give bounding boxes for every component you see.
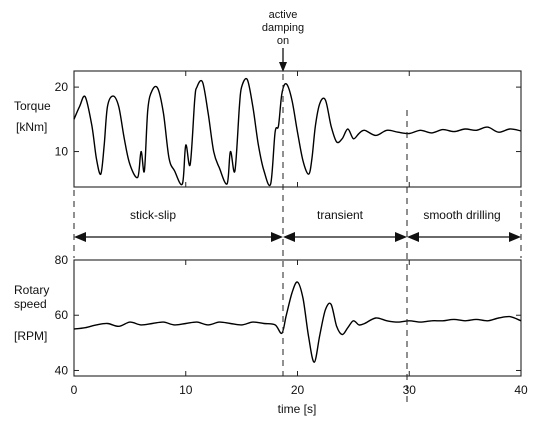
- phase-arrows: stick-slip transient smooth drilling: [74, 208, 521, 242]
- damping-annotation: active damping on: [262, 9, 304, 72]
- speed-ylabel-line1: Rotary: [14, 283, 49, 297]
- annotation-line3: on: [277, 35, 289, 47]
- x-axis-label: time [s]: [278, 402, 317, 416]
- torque-ylabel-line1: Torque: [14, 99, 51, 113]
- torque-panel: 10 20 Torque [kNm]: [14, 70, 522, 188]
- arrowhead: [271, 232, 283, 242]
- xtick-label: 40: [514, 383, 528, 397]
- annotation-line2: damping: [262, 22, 304, 34]
- annotation-arrowhead: [279, 62, 287, 72]
- speed-ytick-label: 80: [55, 253, 69, 267]
- phase-label-smooth-drilling: smooth drilling: [423, 208, 500, 222]
- phase-boundaries: [73, 74, 522, 405]
- torque-ytick-label: 10: [55, 145, 69, 159]
- speed-plot-frame: [73, 259, 522, 377]
- annotation-line1: active: [269, 9, 298, 21]
- arrowhead: [283, 232, 295, 242]
- phase-label-stick-slip: stick-slip: [130, 208, 176, 222]
- torque-ytick-label: 20: [55, 80, 69, 94]
- arrowhead: [74, 232, 86, 242]
- speed-ticks: 40 60 80 0 10 20 30 40: [55, 253, 528, 397]
- speed-series-line: [73, 281, 522, 363]
- speed-ylabel-line2: speed: [14, 297, 47, 311]
- torque-series-line: [73, 77, 522, 187]
- arrowhead: [407, 232, 419, 242]
- arrowhead: [395, 232, 407, 242]
- xtick-label: 10: [179, 383, 193, 397]
- xtick-label: 0: [71, 383, 78, 397]
- speed-panel: 40 60 80 0 10 20 30 40 Rotary speed [RPM] time …: [14, 253, 528, 416]
- torque-ylabel-line2: [kNm]: [16, 120, 47, 134]
- xtick-label: 30: [403, 383, 417, 397]
- xtick-label: 20: [291, 383, 305, 397]
- speed-ylabel-line3: [RPM]: [14, 329, 47, 343]
- arrowhead: [509, 232, 521, 242]
- torque-ticks: 10 20: [55, 71, 522, 187]
- phase-label-transient: transient: [317, 208, 364, 222]
- speed-ytick-label: 40: [55, 363, 69, 377]
- speed-ytick-label: 60: [55, 308, 69, 322]
